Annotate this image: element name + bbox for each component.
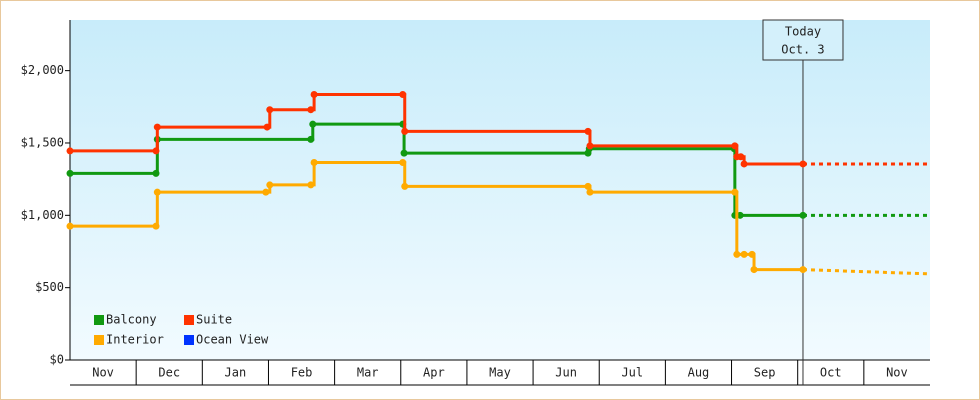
point — [586, 188, 594, 196]
x-tick-label: Aug — [688, 366, 710, 380]
x-tick-label: Nov — [92, 366, 114, 380]
point — [307, 106, 315, 114]
point — [310, 91, 318, 99]
legend-label: Balcony — [106, 313, 157, 327]
point — [262, 188, 270, 196]
x-tick-label: Mar — [357, 366, 379, 380]
point — [799, 211, 807, 219]
y-tick-label: $1,500 — [21, 135, 64, 149]
x-tick-label: Dec — [158, 366, 180, 380]
x-tick-label: Nov — [886, 366, 908, 380]
point — [266, 106, 274, 114]
y-tick-label: $2,000 — [21, 63, 64, 77]
point — [401, 127, 409, 135]
point — [266, 181, 274, 189]
point — [310, 159, 318, 167]
plot-area — [70, 20, 930, 360]
forecast-line — [802, 268, 931, 276]
point — [584, 182, 592, 190]
x-tick-label: Jan — [225, 366, 247, 380]
x-tick-label: Feb — [291, 366, 313, 380]
point — [748, 250, 756, 258]
point — [750, 266, 758, 274]
legend-label: Suite — [196, 313, 232, 327]
point — [153, 123, 161, 131]
point — [586, 142, 594, 150]
today-label: Oct. 3 — [781, 43, 824, 57]
point — [152, 147, 160, 155]
point — [307, 181, 315, 189]
point — [66, 222, 74, 230]
point — [731, 142, 739, 150]
y-tick-label: $0 — [50, 353, 64, 367]
point — [152, 222, 160, 230]
today-label: Today — [785, 25, 821, 39]
x-tick-label: Oct — [820, 366, 842, 380]
point — [740, 160, 748, 168]
point — [731, 188, 739, 196]
point — [66, 169, 74, 177]
point — [737, 153, 745, 161]
legend-swatch — [184, 335, 194, 345]
point — [399, 159, 407, 167]
today-box — [762, 19, 844, 61]
x-tick-label: Jul — [621, 366, 643, 380]
legend-label: Interior — [106, 333, 164, 347]
point — [263, 123, 271, 131]
point — [799, 160, 807, 168]
legend-swatch — [94, 335, 104, 345]
legend-label: Ocean View — [196, 333, 269, 347]
point — [309, 120, 317, 128]
legend-swatch — [184, 315, 194, 325]
x-tick-label: Apr — [423, 366, 445, 380]
x-tick-label: Sep — [754, 366, 776, 380]
point — [400, 149, 408, 157]
point — [307, 135, 315, 143]
point — [399, 91, 407, 99]
x-tick-label: Jun — [555, 366, 577, 380]
point — [153, 188, 161, 196]
point — [401, 182, 409, 190]
x-axis-band — [70, 360, 930, 385]
y-tick-label: $1,000 — [21, 208, 64, 222]
legend-swatch — [94, 315, 104, 325]
x-tick-label: May — [489, 366, 511, 380]
point — [733, 250, 741, 258]
y-tick-label: $500 — [35, 280, 64, 294]
point — [584, 127, 592, 135]
point — [736, 211, 744, 219]
point — [152, 169, 160, 177]
point — [66, 147, 74, 155]
point — [740, 250, 748, 258]
point — [799, 266, 807, 274]
